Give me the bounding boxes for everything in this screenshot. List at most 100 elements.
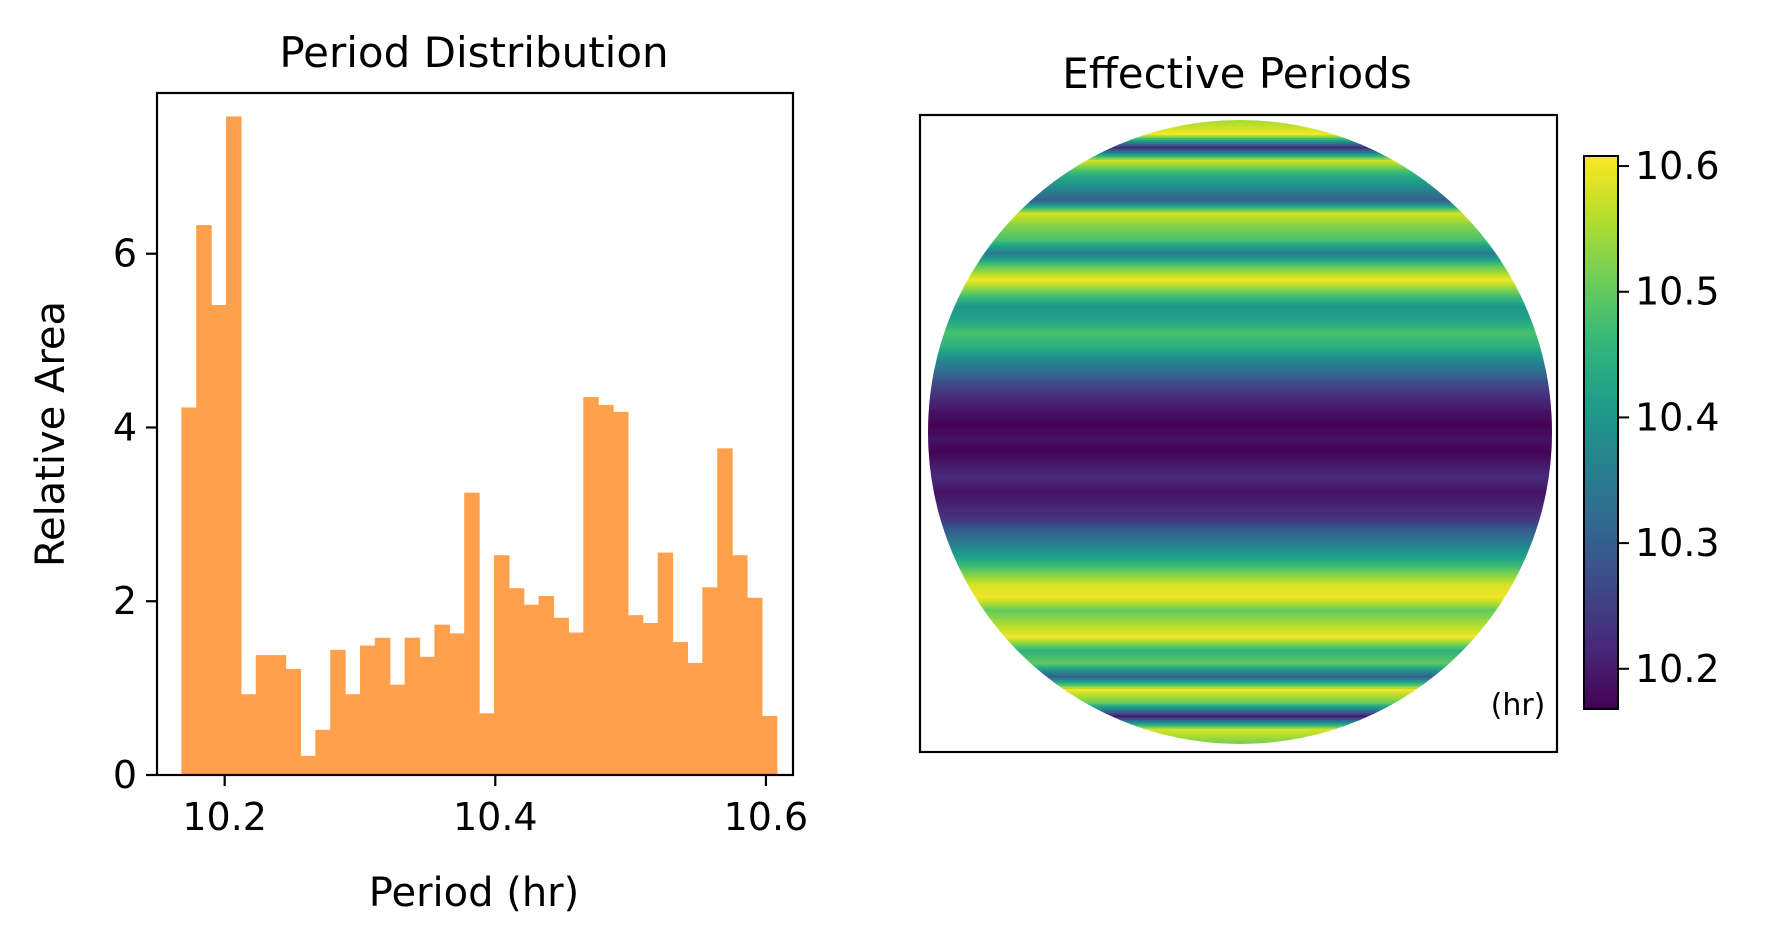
disk-band [928, 708, 1552, 712]
disk-band [928, 419, 1552, 423]
disk-band [928, 589, 1552, 593]
disk-band [928, 170, 1552, 174]
disk-band [928, 186, 1552, 190]
disk-band [928, 633, 1552, 637]
disk-band [928, 730, 1552, 734]
disk-band [928, 411, 1552, 415]
disk-band [928, 613, 1552, 617]
disk-band [928, 686, 1552, 690]
histogram-bar [627, 615, 644, 775]
disk-band [928, 179, 1552, 183]
disk-band [928, 671, 1552, 675]
x-tick-label: 10.6 [724, 795, 809, 839]
disk-band [928, 382, 1552, 386]
disk-band [928, 133, 1552, 137]
disk-band [928, 258, 1552, 262]
disk-band [928, 384, 1552, 388]
disk-band [928, 294, 1552, 298]
disk-band [928, 697, 1552, 701]
disk-band [928, 435, 1552, 439]
disk-band [928, 492, 1552, 496]
disk-band [928, 300, 1552, 304]
disk-band [928, 296, 1552, 300]
disk-band [928, 516, 1552, 520]
disk-band [928, 624, 1552, 628]
disk-band [928, 470, 1552, 474]
disk-band [928, 580, 1552, 584]
histogram-bar [196, 225, 212, 776]
disk-band [928, 444, 1552, 448]
disk-band [928, 527, 1552, 531]
disk-band [928, 741, 1552, 744]
disk-band [928, 402, 1552, 406]
disk-band [928, 256, 1552, 260]
histogram-bar [642, 622, 659, 775]
colorbar-tick-label: 10.5 [1635, 270, 1720, 314]
disk-band [928, 314, 1552, 318]
disk-band [928, 239, 1552, 243]
disk-band [928, 183, 1552, 187]
disk-band [928, 547, 1552, 551]
disk-band [928, 219, 1552, 223]
disk-band [928, 377, 1552, 381]
disk-band [928, 567, 1552, 571]
disk-band [928, 622, 1552, 626]
disk-band [928, 190, 1552, 194]
disk-band [928, 325, 1552, 329]
disk-band [928, 126, 1552, 130]
disk-band [928, 267, 1552, 271]
disk-band [928, 142, 1552, 146]
disk-band [928, 519, 1552, 523]
disk-band [928, 737, 1552, 741]
histogram-bar [240, 694, 257, 775]
disk-band [928, 322, 1552, 326]
disk-band [928, 735, 1552, 739]
colorbar-tick-label: 10.3 [1635, 521, 1720, 565]
colorbar-tick-label: 10.2 [1635, 647, 1720, 691]
disk-band [928, 710, 1552, 714]
disk-band [928, 576, 1552, 580]
disk-band [928, 291, 1552, 295]
disk-band [928, 404, 1552, 408]
effective-periods-title: Effective Periods [1062, 49, 1411, 98]
disk-band [928, 448, 1552, 452]
disk-band [928, 479, 1552, 483]
disk-band [928, 415, 1552, 419]
colorbar-frame [1583, 155, 1619, 710]
disk-band [928, 607, 1552, 611]
disk-band [928, 530, 1552, 534]
disk-band [928, 153, 1552, 157]
histogram-x-axis-label: Period (hr) [369, 870, 579, 916]
disk-band [928, 664, 1552, 668]
disk-band [928, 309, 1552, 313]
disk-band [928, 532, 1552, 536]
disk-band [928, 691, 1552, 695]
disk-band [928, 164, 1552, 168]
effective-periods-frame [918, 113, 1559, 754]
disk-band [928, 605, 1552, 609]
colorbar-gradient [1584, 156, 1618, 709]
disk-band [928, 168, 1552, 172]
disk-band [928, 311, 1552, 315]
unit-label: (hr) [1491, 688, 1546, 723]
histogram-bar [732, 555, 748, 775]
disk-band [928, 494, 1552, 498]
disk-band [928, 594, 1552, 598]
histogram-bar [493, 555, 510, 775]
disk-band [928, 148, 1552, 152]
disk-band [928, 303, 1552, 307]
disk-band [928, 499, 1552, 503]
disk-band [928, 508, 1552, 512]
disk-band [928, 578, 1552, 582]
histogram-panel: Period Distribution 10.2 10.4 10.6 0 2 4 6 Pe… [28, 28, 808, 916]
colorbar: 10.2 10.3 10.4 10.5 10.6 [1583, 144, 1720, 710]
disk-band [928, 658, 1552, 662]
disk-band [928, 655, 1552, 659]
disk-band [928, 424, 1552, 428]
histogram-bar [598, 404, 614, 775]
histogram-bar [464, 492, 480, 775]
disk-band [928, 161, 1552, 165]
disk-band [928, 329, 1552, 333]
y-tick-label: 6 [113, 232, 137, 276]
